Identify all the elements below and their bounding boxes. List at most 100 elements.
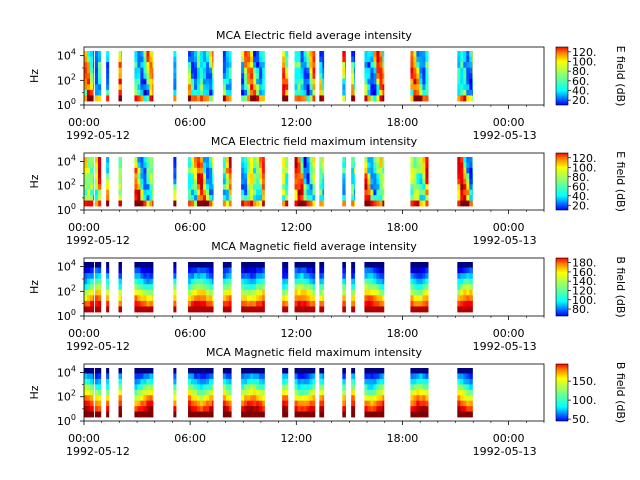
- heatmap-cell: [367, 78, 371, 85]
- heatmap-cell: [143, 389, 147, 396]
- heatmap-cell: [303, 95, 307, 102]
- heatmap-cell: [225, 378, 230, 385]
- heatmap-cell: [143, 178, 147, 185]
- heatmap-cell: [282, 162, 286, 169]
- heatmap-cell: [382, 389, 385, 396]
- heatmap-cell: [345, 373, 346, 380]
- heatmap-cell: [97, 284, 102, 291]
- heatmap-cell: [93, 62, 95, 69]
- heatmap-cell: [382, 62, 385, 69]
- heatmap-cell: [250, 289, 254, 296]
- heatmap-cell: [244, 378, 248, 385]
- heatmap-cell: [152, 200, 154, 207]
- heatmap-cell: [457, 378, 461, 385]
- heatmap-cell: [312, 195, 316, 201]
- heatmap-cell: [469, 389, 473, 396]
- heatmap-cell: [146, 267, 150, 274]
- heatmap-cell: [382, 84, 385, 91]
- heatmap-cell: [241, 84, 245, 91]
- heatmap-cell: [259, 95, 263, 102]
- heatmap-cell: [351, 273, 355, 280]
- heatmap-cell: [146, 373, 150, 380]
- heatmap-cell: [463, 157, 467, 163]
- heatmap-cell: [206, 284, 210, 291]
- heatmap-cell: [282, 167, 286, 174]
- heatmap-cell: [294, 178, 298, 185]
- heatmap-cell: [194, 295, 198, 302]
- heatmap-cell: [118, 73, 122, 80]
- heatmap-cell: [309, 78, 313, 85]
- heatmap-cell: [173, 62, 177, 69]
- heatmap-cell: [413, 400, 417, 407]
- heatmap-cell: [197, 406, 201, 412]
- heatmap-cell: [379, 67, 383, 74]
- x-tick-label: 18:00: [387, 432, 419, 445]
- heatmap-cell: [146, 273, 150, 280]
- heatmap-cell: [134, 157, 138, 163]
- heatmap-cell: [345, 411, 346, 418]
- heatmap-cell: [282, 411, 286, 418]
- heatmap-cell: [466, 157, 470, 163]
- heatmap-cell: [143, 84, 147, 91]
- heatmap-cell: [247, 67, 251, 74]
- heatmap-cell: [134, 389, 138, 396]
- heatmap-cell: [300, 73, 304, 80]
- heatmap-cell: [197, 62, 201, 69]
- heatmap-cell: [197, 157, 201, 163]
- x-date-start: 1992-05-12: [66, 340, 130, 353]
- heatmap-cell: [469, 278, 473, 285]
- heatmap-cell: [244, 295, 248, 302]
- heatmap-cell: [134, 184, 138, 191]
- heatmap-cell: [422, 284, 426, 291]
- heatmap-cell: [173, 389, 177, 396]
- heatmap-cell: [285, 62, 289, 69]
- heatmap-cell: [106, 184, 110, 191]
- heatmap-cell: [419, 56, 423, 63]
- heatmap-cell: [370, 173, 374, 180]
- heatmap-cell: [188, 289, 192, 296]
- heatmap-cell: [87, 56, 91, 63]
- heatmap-cell: [225, 73, 230, 80]
- heatmap-cell: [250, 389, 254, 396]
- heatmap-cell: [203, 400, 207, 407]
- heatmap-cell: [463, 184, 467, 191]
- x-date-start: 1992-05-12: [66, 129, 130, 142]
- heatmap-cell: [143, 384, 147, 391]
- heatmap-cell: [425, 267, 429, 274]
- heatmap-cell: [118, 395, 122, 402]
- y-tick-label: 104: [57, 259, 76, 274]
- heatmap-cell: [373, 400, 377, 407]
- heatmap-cell: [241, 62, 245, 69]
- heatmap-cell: [345, 389, 346, 396]
- heatmap-cell: [90, 73, 94, 80]
- heatmap-cell: [285, 368, 289, 374]
- heatmap-cell: [191, 73, 195, 80]
- heatmap-cell: [354, 300, 356, 307]
- heatmap-cell: [143, 89, 147, 96]
- heatmap-cell: [457, 384, 461, 391]
- heatmap-cell: [146, 389, 150, 396]
- heatmap-cell: [152, 167, 154, 174]
- heatmap-cell: [469, 173, 473, 180]
- heatmap-cell: [152, 56, 154, 63]
- heatmap-cell: [300, 178, 304, 185]
- heatmap-cell: [203, 67, 207, 74]
- heatmap-cell: [222, 89, 227, 96]
- y-tick-label: 102: [57, 178, 76, 193]
- heatmap-cell: [222, 189, 227, 196]
- heatmap-cell: [247, 289, 251, 296]
- heatmap-cell: [457, 67, 461, 74]
- heatmap-cell: [137, 284, 141, 291]
- y-axis-label: Hz: [28, 280, 41, 294]
- heatmap-cell: [466, 378, 470, 385]
- heatmap-cell: [94, 267, 99, 274]
- heatmap-cell: [118, 262, 122, 268]
- heatmap-cell: [460, 411, 464, 418]
- heatmap-cell: [209, 167, 213, 174]
- heatmap-cell: [376, 384, 380, 391]
- heatmap-cell: [191, 167, 195, 174]
- heatmap-cell: [225, 300, 230, 307]
- heatmap-cell: [354, 284, 356, 291]
- heatmap-cell: [376, 295, 380, 302]
- heatmap-cell: [285, 78, 289, 85]
